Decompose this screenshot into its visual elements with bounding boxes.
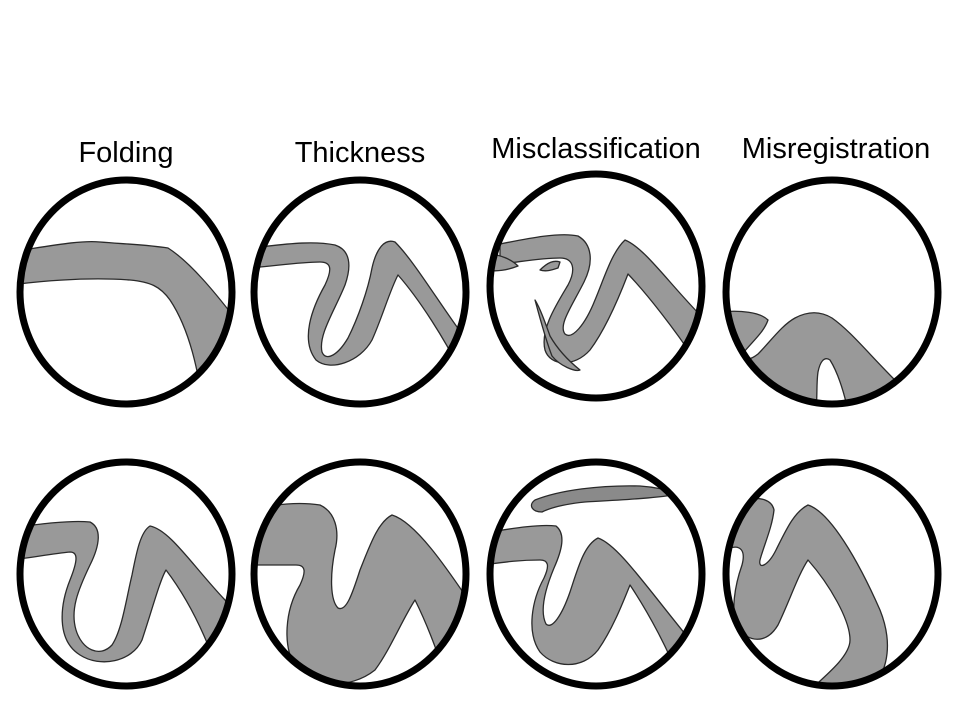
panel-thickness-top [250, 176, 470, 408]
lens-circle [16, 176, 236, 408]
lens-circle [722, 176, 942, 408]
stray-sliver [530, 485, 679, 513]
column-label-thickness: Thickness [295, 137, 426, 169]
lens-circle [250, 176, 470, 408]
lens-circle [722, 458, 942, 690]
tissue-fold-shape [254, 502, 466, 686]
tissue-fold-shape [499, 234, 702, 364]
lens-circle [486, 170, 706, 402]
panel-misclassification-top [486, 170, 706, 402]
column-label-misclassification: Misclassification [491, 133, 701, 165]
stray-fragment-vertical [534, 299, 581, 372]
column-label-misregistration: Misregistration [742, 133, 931, 165]
column-label-folding: Folding [78, 137, 173, 169]
lens-circle [486, 458, 706, 690]
tissue-fold-shape [726, 497, 889, 686]
lens-circle [250, 458, 470, 690]
panel-misregistration-bottom [722, 458, 942, 690]
lens-circle [16, 458, 236, 690]
tissue-band-shape [20, 240, 232, 404]
panel-folding-bottom [16, 458, 236, 690]
panel-folding-top [16, 176, 236, 408]
stray-fragment-spike [539, 260, 561, 272]
panel-thickness-bottom [250, 458, 470, 690]
panel-misclassification-bottom [486, 458, 706, 690]
tissue-fold-shape [254, 240, 466, 371]
tissue-fold-shape [20, 520, 232, 663]
panel-misregistration-top [722, 176, 942, 408]
